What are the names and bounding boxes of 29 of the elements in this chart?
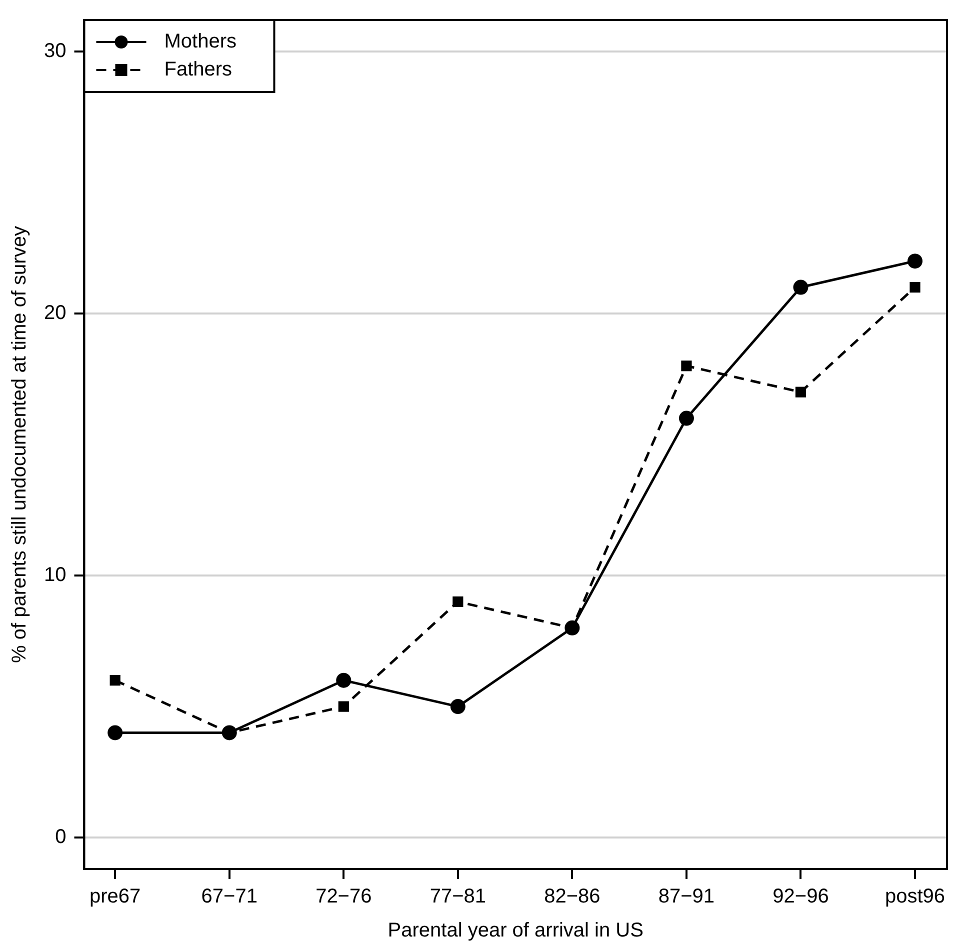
- x-tick-label: 92−96: [772, 886, 829, 908]
- x-tick-label: 67−71: [201, 886, 258, 908]
- y-tick-label: 0: [55, 826, 66, 848]
- point: [678, 410, 694, 426]
- point: [793, 280, 808, 295]
- point: [338, 701, 349, 712]
- point: [110, 675, 120, 686]
- y-tick-label: 20: [44, 302, 66, 324]
- point: [450, 699, 466, 714]
- y-tick-label: 10: [44, 564, 66, 586]
- point: [910, 282, 920, 293]
- point: [452, 596, 464, 608]
- point: [108, 725, 123, 740]
- x-tick-label: 77−81: [430, 886, 486, 908]
- point: [336, 672, 352, 688]
- x-tick-label: pre67: [90, 886, 141, 908]
- point: [795, 386, 806, 398]
- legend-label: Fathers: [164, 58, 232, 81]
- x-tick-label: post96: [884, 886, 946, 908]
- point: [908, 254, 923, 269]
- x-axis-title: Parental year of arrival in US: [388, 920, 644, 942]
- point: [681, 360, 692, 372]
- point: [222, 725, 237, 740]
- x-tick-label: 87−91: [658, 886, 715, 908]
- y-tick-label: 30: [44, 40, 66, 62]
- x-tick-label: 82−86: [544, 886, 600, 908]
- legend-label: Mothers: [164, 30, 236, 53]
- y-axis-title: % of parents still undocumented at time of survey: [8, 226, 31, 663]
- x-tick-label: 72−76: [316, 886, 372, 908]
